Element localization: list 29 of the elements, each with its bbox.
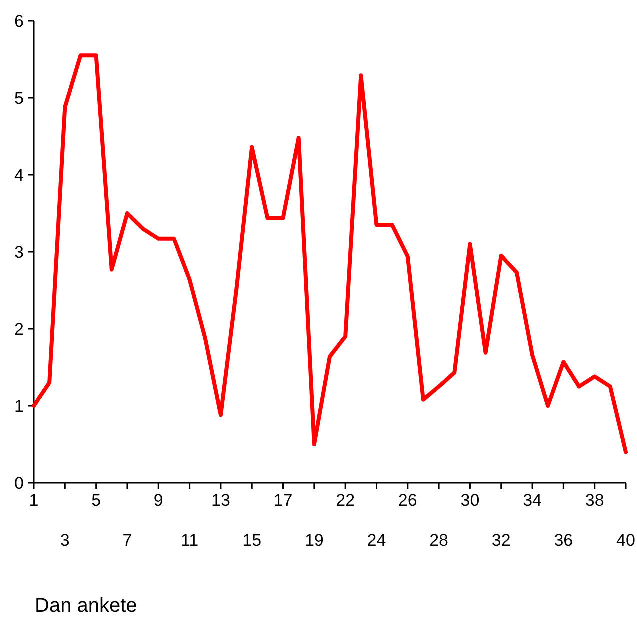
x-tick-label: 9 <box>154 491 164 510</box>
x-tick-label: 19 <box>304 531 324 550</box>
x-tick-label: 13 <box>211 491 230 510</box>
y-tick-label: 3 <box>14 242 24 262</box>
y-tick-label: 6 <box>14 12 24 31</box>
x-tick-label: 17 <box>274 491 293 510</box>
x-tick-label: 34 <box>523 491 542 510</box>
y-tick-label: 0 <box>14 474 24 493</box>
x-tick-label: 28 <box>430 531 449 550</box>
x-tick-label: 22 <box>336 491 356 510</box>
y-tick-label: 2 <box>14 320 24 339</box>
x-tick-label: 30 <box>460 491 480 510</box>
x-tick-label: 38 <box>585 491 604 510</box>
y-tick-label: 4 <box>14 166 24 185</box>
x-tick-label: 7 <box>122 531 132 550</box>
y-tick-label: 1 <box>14 396 24 416</box>
x-tick-label: 15 <box>242 531 262 550</box>
x-tick-label: 5 <box>92 491 102 510</box>
line-series <box>32 54 628 454</box>
x-tick-label: 32 <box>492 531 511 550</box>
x-axis-title: Dan ankete <box>35 595 138 617</box>
y-tick-label: 5 <box>14 88 24 108</box>
x-tick-label: 24 <box>367 531 386 550</box>
x-tick-label: 11 <box>180 531 199 550</box>
x-tick-label: 40 <box>616 531 636 550</box>
x-tick-label: 1 <box>29 491 39 510</box>
x-tick-label: 36 <box>554 531 574 550</box>
x-tick-label: 3 <box>60 531 70 550</box>
x-tick-label: 26 <box>398 491 418 510</box>
